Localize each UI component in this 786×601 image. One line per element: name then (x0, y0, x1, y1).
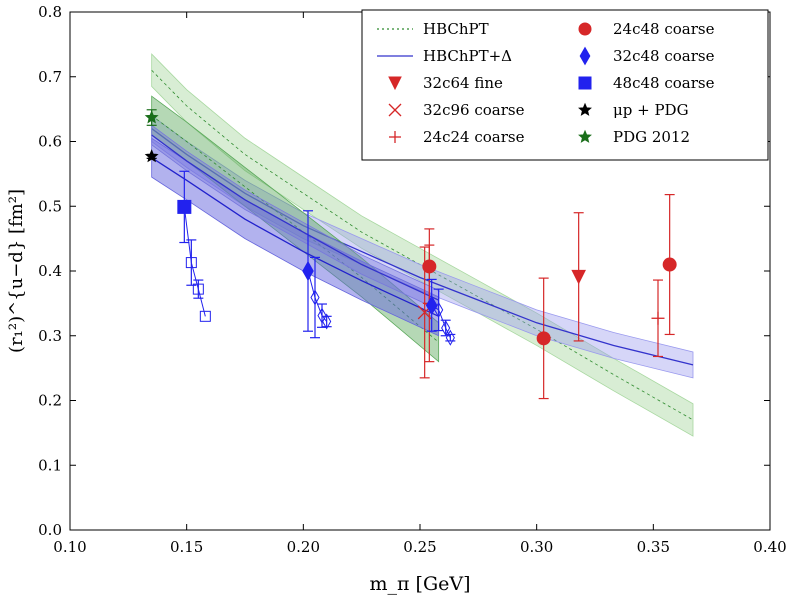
legend-box (361, 9, 769, 161)
star-marker (144, 149, 159, 163)
x-tick-label: 0.10 (53, 538, 86, 556)
circle-marker (662, 257, 677, 272)
series-48c48 coarse (177, 170, 211, 322)
square-marker (185, 257, 197, 269)
diamond-marker (317, 307, 327, 324)
diamond-marker (322, 313, 332, 330)
x-tick-label: 0.15 (170, 538, 203, 556)
fit-bands (151, 53, 694, 437)
legend-label: 32c48 coarse (613, 47, 715, 65)
curve-HBChPT+Δ (151, 128, 694, 366)
diamond-marker (302, 260, 314, 282)
y-tick-label: 0.6 (38, 133, 62, 151)
y-axis-label: (r₁²)^{u−d} [fm²] (6, 189, 27, 353)
axis-ticks: 0.10 0.15 0.20 0.25 0.30 0.35 0.40 0.0 0.1 0.2 0.3… (38, 3, 786, 556)
y-tick-label: 0.3 (38, 327, 62, 345)
y-tick-label: 0.1 (38, 456, 62, 474)
legend-label: μp + PDG (613, 101, 689, 119)
star-marker (578, 129, 592, 143)
curve-HBChPT (151, 69, 694, 421)
x-tick-label: 0.40 (753, 538, 786, 556)
legend-label: 24c48 coarse (613, 20, 715, 38)
legend-label: 24c24 coarse (423, 128, 525, 146)
connector-line (183, 206, 206, 317)
legend-label: PDG 2012 (613, 128, 690, 146)
triangle-marker (388, 76, 402, 91)
legend-label: 48c48 coarse (613, 74, 715, 92)
y-tick-label: 0.4 (38, 262, 62, 280)
y-tick-label: 0.2 (38, 392, 62, 410)
curve-fit-short-blue-2 (151, 134, 439, 301)
y-tick-label: 0.0 (38, 521, 62, 539)
x-marker (388, 103, 402, 117)
y-tick-label: 0.5 (38, 197, 62, 215)
legend-label: 32c96 coarse (423, 101, 525, 119)
x-tick-label: 0.20 (287, 538, 320, 556)
series-μp + PDG (144, 149, 159, 163)
data-points (144, 109, 677, 400)
band-HBChPT (151, 53, 694, 437)
legend-label: HBChPT+Δ (423, 47, 512, 65)
legend-label: HBChPT (423, 20, 489, 38)
x-tick-label: 0.25 (403, 538, 436, 556)
curve-fit-short-green (151, 115, 439, 343)
x-tick-label: 0.30 (520, 538, 553, 556)
y-tick-label: 0.7 (38, 68, 62, 86)
square-marker (177, 199, 192, 214)
square-marker (199, 310, 211, 322)
diamond-marker (445, 329, 455, 346)
x-axis-label: m_π [GeV] (369, 573, 470, 595)
x-tick-label: 0.35 (637, 538, 670, 556)
square-marker (578, 76, 592, 90)
series-PDG 2012 (144, 109, 159, 126)
diamond-marker (310, 289, 320, 306)
circle-marker (578, 22, 592, 36)
series-32c64 fine (571, 212, 586, 342)
star-marker (144, 110, 159, 124)
curve-fit-short-blue (151, 157, 439, 317)
legend: HBChPT HBChPT+Δ 32c64 fine 32c96 coarse 24c2… (361, 9, 769, 161)
diamond-marker (579, 46, 591, 66)
square-marker (192, 283, 204, 295)
star-marker (578, 102, 592, 116)
legend-label: 32c64 fine (423, 74, 503, 92)
series-32c48 coarse (302, 210, 456, 346)
triangle-marker (571, 269, 586, 285)
circle-marker (536, 331, 551, 346)
y-tick-label: 0.8 (38, 3, 62, 21)
diamond-marker (425, 295, 438, 316)
